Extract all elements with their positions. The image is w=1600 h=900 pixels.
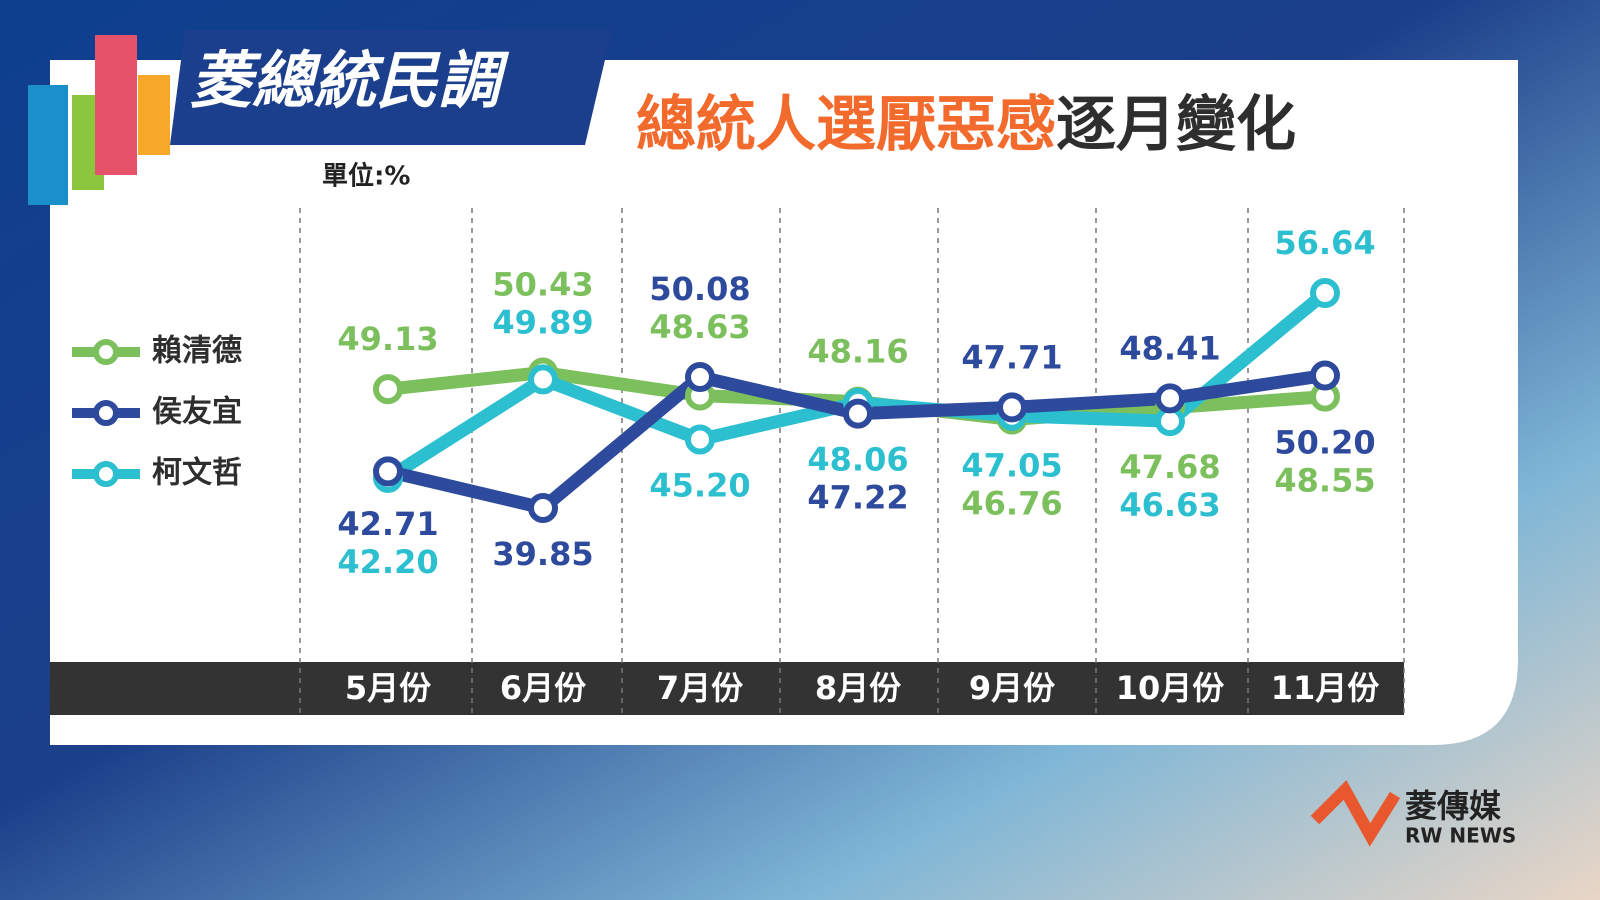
unit-note: 單位:% (322, 161, 410, 192)
brand-icon (1310, 780, 1401, 847)
point (528, 493, 558, 523)
point (843, 398, 873, 429)
data-label: 42.20 (337, 543, 438, 581)
logo-banner (170, 30, 612, 145)
brand-sub: RW NEWS (1405, 824, 1516, 848)
point (997, 392, 1027, 423)
data-label: 56.64 (1274, 224, 1375, 262)
data-label: 47.68 (1119, 448, 1220, 486)
logo-icon (28, 35, 170, 205)
data-label: 46.63 (1119, 486, 1220, 524)
x-tick-label: 11月份 (1271, 669, 1380, 707)
data-label: 39.85 (492, 535, 593, 573)
data-label: 48.63 (649, 308, 750, 346)
point (373, 456, 403, 487)
legend-label: 柯文哲 (152, 456, 242, 491)
data-label: 47.71 (961, 338, 1062, 376)
logo-title: 菱總統民調 (190, 44, 510, 117)
x-tick-label: 8月份 (815, 669, 901, 707)
point (1155, 383, 1185, 414)
data-label: 48.55 (1274, 462, 1375, 500)
x-tick-label: 5月份 (345, 669, 431, 707)
title-highlight: 總統人選厭惡感 (636, 90, 1056, 160)
data-label: 50.43 (492, 266, 593, 304)
point (528, 364, 558, 395)
point (1310, 278, 1340, 308)
data-label: 42.71 (337, 505, 438, 543)
x-tick-label: 10月份 (1116, 669, 1225, 707)
data-label: 47.05 (961, 447, 1062, 485)
chart-title: 總統人選厭惡感逐月變化 (636, 90, 1296, 160)
point (685, 424, 715, 455)
point (685, 362, 715, 393)
data-label: 48.06 (807, 441, 908, 479)
legend-label: 賴清德 (152, 334, 242, 369)
legend-label: 侯友宜 (152, 395, 242, 430)
x-tick-label: 7月份 (657, 669, 743, 707)
data-label: 47.22 (807, 479, 908, 517)
data-label: 46.76 (961, 485, 1062, 523)
brand-name: 菱傳媒 (1405, 787, 1502, 825)
point (1310, 360, 1340, 391)
legend-marker (93, 339, 119, 365)
data-label: 48.41 (1119, 329, 1220, 367)
data-label: 48.16 (807, 333, 908, 371)
title-rest: 逐月變化 (1056, 90, 1296, 160)
point (373, 374, 403, 405)
category-bar (50, 662, 1404, 715)
data-label: 49.89 (492, 304, 593, 342)
legend-marker (93, 461, 119, 487)
data-label: 50.20 (1274, 424, 1375, 462)
data-label: 49.13 (337, 320, 438, 358)
legend-marker (93, 400, 119, 426)
data-label: 50.08 (649, 270, 750, 308)
data-label: 45.20 (649, 466, 750, 504)
x-tick-label: 6月份 (500, 669, 586, 707)
x-tick-label: 9月份 (969, 669, 1055, 707)
